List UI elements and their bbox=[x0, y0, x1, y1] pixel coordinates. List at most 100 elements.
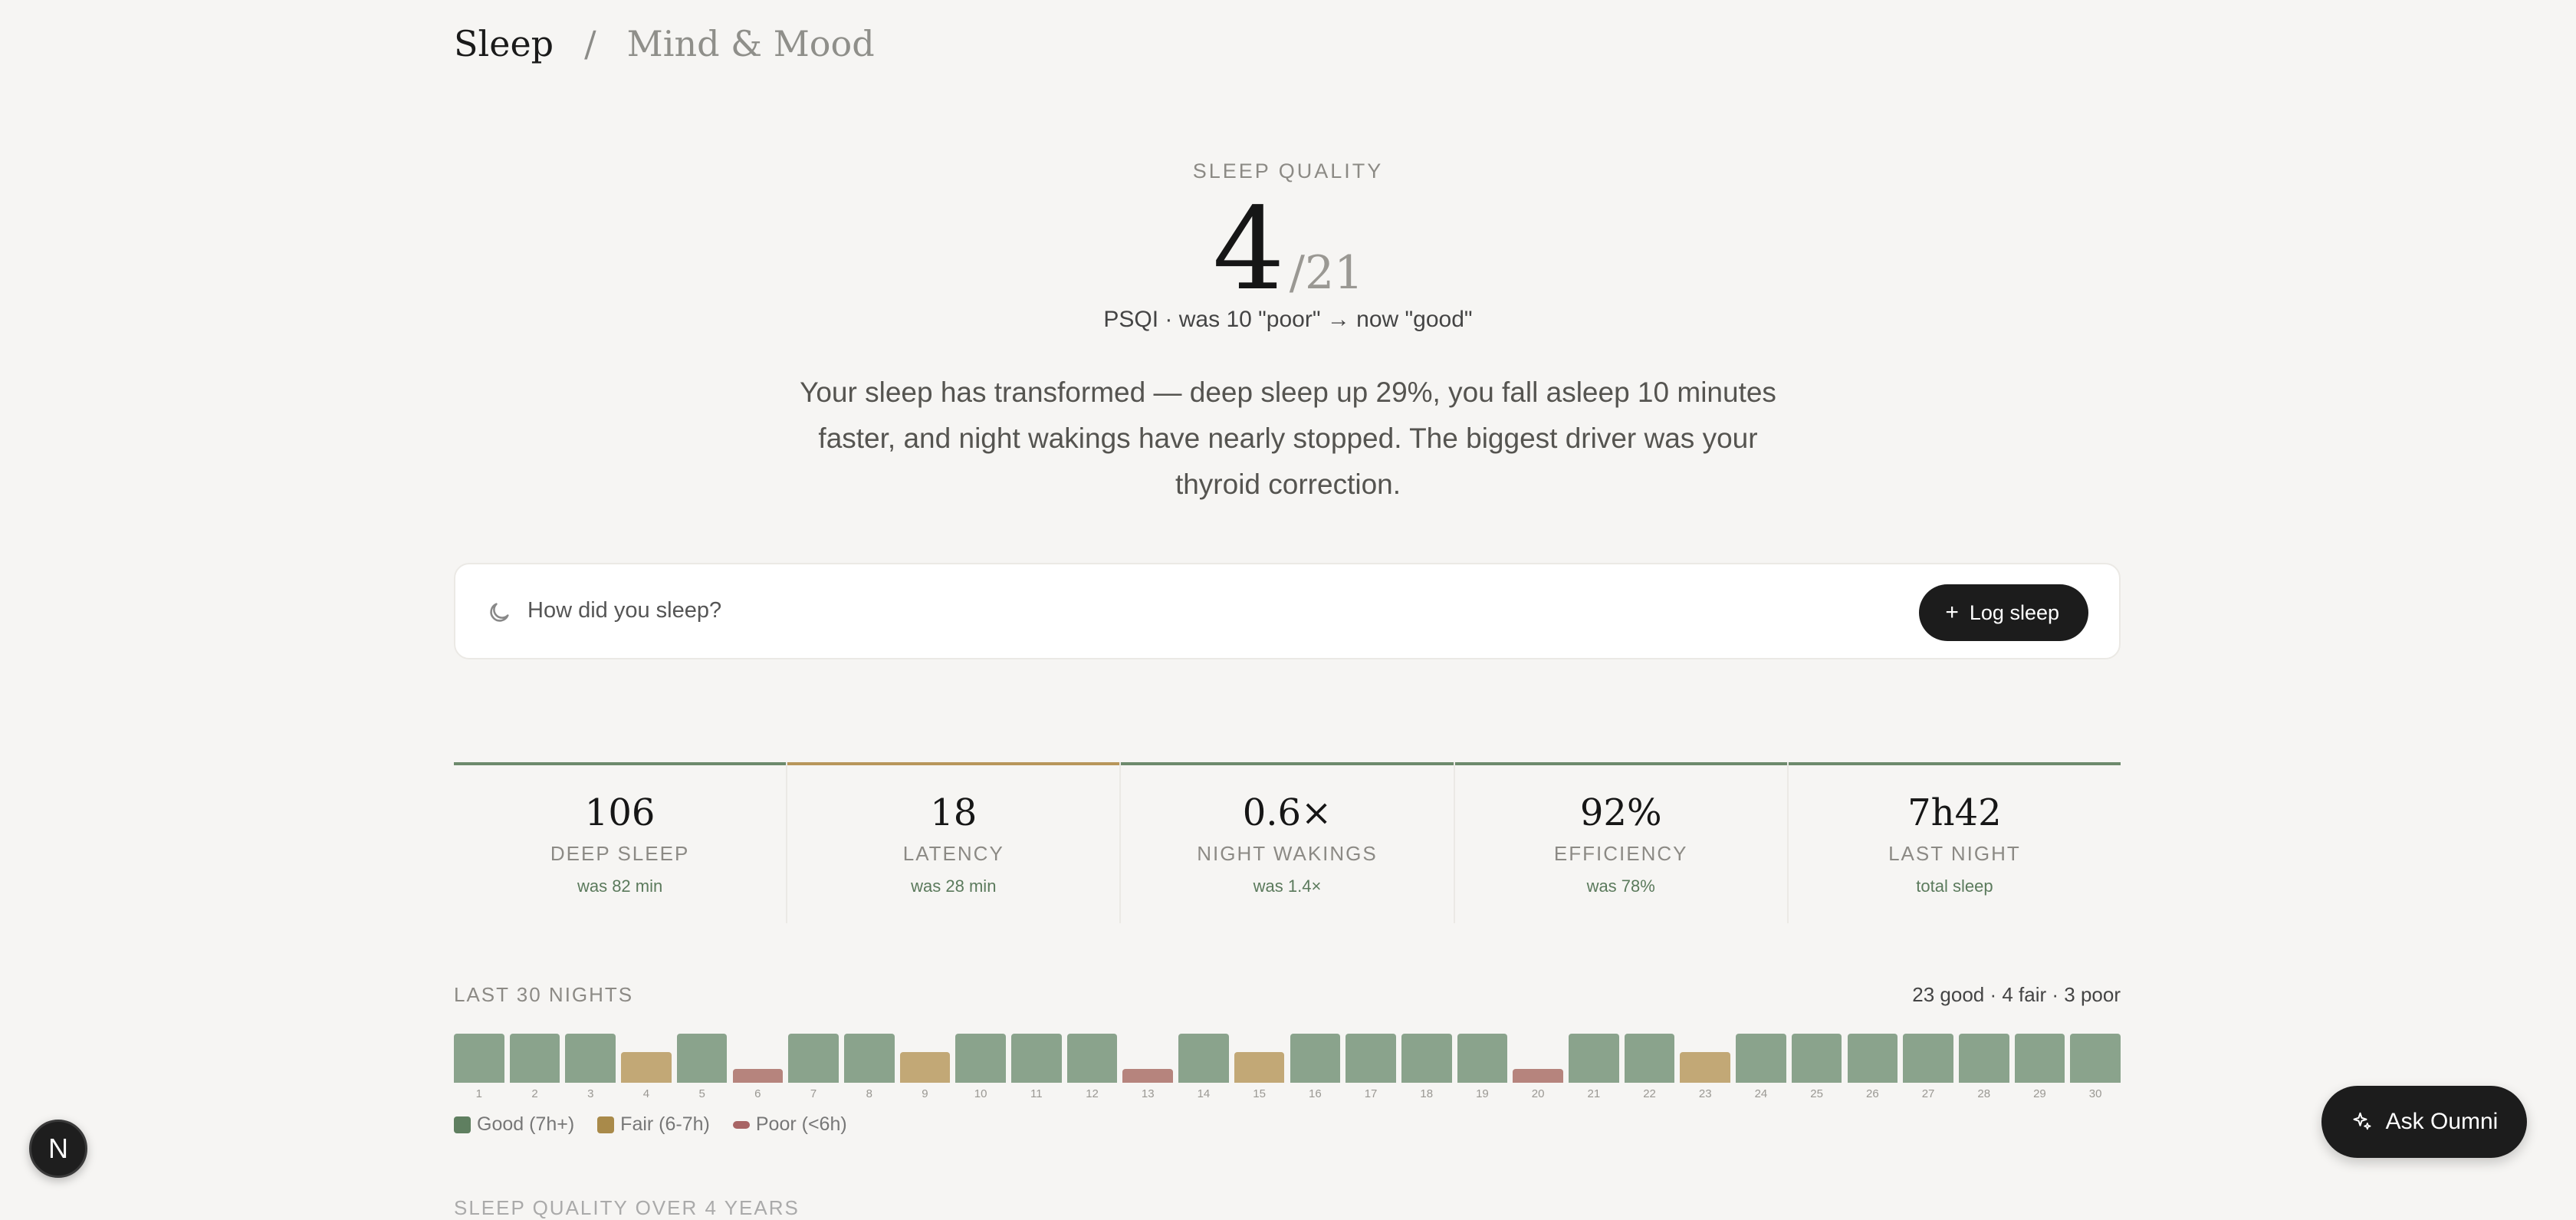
metric-label: DEEP SLEEP bbox=[550, 842, 690, 865]
metric-previous: was 78% bbox=[1586, 876, 1655, 896]
night-bar bbox=[1234, 1052, 1285, 1083]
legend-item-good: Good (7h+) bbox=[454, 1113, 574, 1136]
night-bar bbox=[676, 1034, 728, 1083]
night-number: 14 bbox=[1197, 1087, 1211, 1100]
night-bar bbox=[454, 1034, 504, 1083]
night-number: 29 bbox=[2033, 1087, 2046, 1100]
breadcrumb-current: Sleep bbox=[454, 23, 554, 64]
metric-accent-bar bbox=[454, 762, 787, 765]
legend-label: Poor (<6h) bbox=[755, 1113, 847, 1135]
night-bar bbox=[1178, 1034, 1229, 1083]
metric-previous: was 82 min bbox=[577, 876, 663, 896]
night-bar bbox=[1847, 1034, 1898, 1083]
night-bar bbox=[1680, 1052, 1731, 1083]
night-number: 3 bbox=[587, 1087, 594, 1100]
night-bar bbox=[1011, 1034, 1062, 1083]
night-bar bbox=[1457, 1034, 1508, 1083]
night-number: 7 bbox=[810, 1087, 817, 1100]
metric-value: 92% bbox=[1579, 791, 1662, 834]
night-number: 21 bbox=[1587, 1087, 1601, 1100]
night-number: 20 bbox=[1531, 1087, 1545, 1100]
metric-label: EFFICIENCY bbox=[1553, 842, 1688, 865]
metric-previous: total sleep bbox=[1916, 876, 1993, 896]
log-sleep-prompt[interactable]: How did you sleep? bbox=[527, 598, 722, 623]
night-number: 6 bbox=[754, 1087, 761, 1100]
night-bar bbox=[1624, 1034, 1675, 1083]
night-number: 15 bbox=[1253, 1087, 1266, 1100]
night-bar bbox=[1736, 1034, 1786, 1083]
legend-item-poor: Poor (<6h) bbox=[732, 1113, 847, 1136]
night-number: 19 bbox=[1476, 1087, 1489, 1100]
night-number: 22 bbox=[1643, 1087, 1656, 1100]
night-bar bbox=[1513, 1069, 1563, 1083]
night-number: 25 bbox=[1810, 1087, 1823, 1100]
night-bar bbox=[621, 1052, 672, 1083]
nights-legend: Good (7h+) Fair (6-7h) Poor (<6h) bbox=[454, 1113, 847, 1136]
night-bar bbox=[732, 1069, 784, 1083]
moon-icon bbox=[490, 603, 509, 622]
night-bar bbox=[788, 1034, 839, 1083]
night-number: 4 bbox=[642, 1087, 650, 1100]
metric-previous: was 1.4× bbox=[1253, 876, 1322, 896]
metric-deep-sleep: 106 DEEP SLEEP was 82 min bbox=[454, 762, 788, 923]
legend-swatch bbox=[454, 1116, 471, 1133]
score-value: 4 bbox=[1212, 183, 1285, 315]
breadcrumb-link-mind-mood[interactable]: Mind & Mood bbox=[626, 23, 875, 64]
metric-previous: was 28 min bbox=[911, 876, 997, 896]
night-bar bbox=[1066, 1034, 1118, 1083]
night-number: 18 bbox=[1420, 1087, 1434, 1100]
night-number: 13 bbox=[1141, 1087, 1155, 1100]
metric-value: 0.6× bbox=[1242, 791, 1332, 834]
nights-title: LAST 30 NIGHTS bbox=[454, 983, 634, 1006]
night-number: 26 bbox=[1866, 1087, 1879, 1100]
night-bar bbox=[2070, 1034, 2121, 1083]
log-sleep-button[interactable]: + Log sleep bbox=[1919, 584, 2088, 641]
night-number: 2 bbox=[531, 1087, 538, 1100]
night-bar bbox=[1569, 1034, 1619, 1083]
sleep-score: 4 /21 bbox=[0, 192, 2576, 307]
night-number: 30 bbox=[2088, 1087, 2102, 1100]
log-sleep-card[interactable]: How did you sleep? + Log sleep bbox=[454, 563, 2121, 659]
night-number: 8 bbox=[866, 1087, 872, 1100]
night-number: 12 bbox=[1086, 1087, 1099, 1100]
ask-oumni-button[interactable]: Ask Oumni bbox=[2321, 1086, 2527, 1158]
night-bar bbox=[843, 1034, 895, 1083]
night-number: 5 bbox=[698, 1087, 705, 1100]
nights-header: LAST 30 NIGHTS 23 good · 4 fair · 3 poor bbox=[454, 983, 2121, 1007]
night-bar bbox=[1346, 1034, 1396, 1083]
metric-night-wakings: 0.6× NIGHT WAKINGS was 1.4× bbox=[1121, 762, 1455, 923]
night-bar bbox=[1401, 1034, 1452, 1083]
night-bar bbox=[1958, 1034, 2009, 1083]
metric-label: NIGHT WAKINGS bbox=[1197, 842, 1378, 865]
metric-label: LAST NIGHT bbox=[1888, 842, 2021, 865]
breadcrumb-separator: / bbox=[584, 23, 596, 64]
night-bar bbox=[899, 1052, 951, 1083]
app-badge[interactable]: N bbox=[29, 1120, 87, 1178]
night-bar bbox=[565, 1034, 616, 1083]
metric-accent-bar bbox=[1121, 762, 1454, 765]
metric-accent-bar bbox=[787, 762, 1120, 765]
metric-last-night: 7h42 LAST NIGHT total sleep bbox=[1788, 762, 2121, 923]
legend-swatch bbox=[597, 1116, 615, 1133]
plus-icon: + bbox=[1945, 600, 1959, 625]
metric-accent-bar bbox=[1788, 762, 2121, 765]
metric-value: 7h42 bbox=[1907, 791, 2002, 834]
night-number: 23 bbox=[1698, 1087, 1712, 1100]
night-bar bbox=[1290, 1034, 1341, 1083]
nights-counts: 23 good · 4 fair · 3 poor bbox=[1912, 983, 2121, 1006]
sparkle-icon bbox=[2353, 1112, 2371, 1130]
sleep-metrics: 106 DEEP SLEEP was 82 min 18 LATENCY was… bbox=[454, 762, 2121, 923]
night-bar bbox=[2014, 1034, 2065, 1083]
night-number: 16 bbox=[1309, 1087, 1322, 1100]
night-bar bbox=[1791, 1034, 1842, 1083]
metric-label: LATENCY bbox=[902, 842, 1004, 865]
night-number: 28 bbox=[1977, 1087, 1991, 1100]
night-number: 17 bbox=[1364, 1087, 1378, 1100]
legend-label: Fair (6-7h) bbox=[620, 1113, 710, 1135]
night-number: 9 bbox=[922, 1087, 928, 1100]
breadcrumb: Sleep / Mind & Mood bbox=[454, 23, 875, 64]
psqi-change: PSQI · was 10 "poor" → now "good" bbox=[1103, 307, 1473, 332]
night-bar bbox=[1903, 1034, 1953, 1083]
night-number: 27 bbox=[1921, 1087, 1935, 1100]
score-denominator: /21 bbox=[1289, 246, 1364, 300]
